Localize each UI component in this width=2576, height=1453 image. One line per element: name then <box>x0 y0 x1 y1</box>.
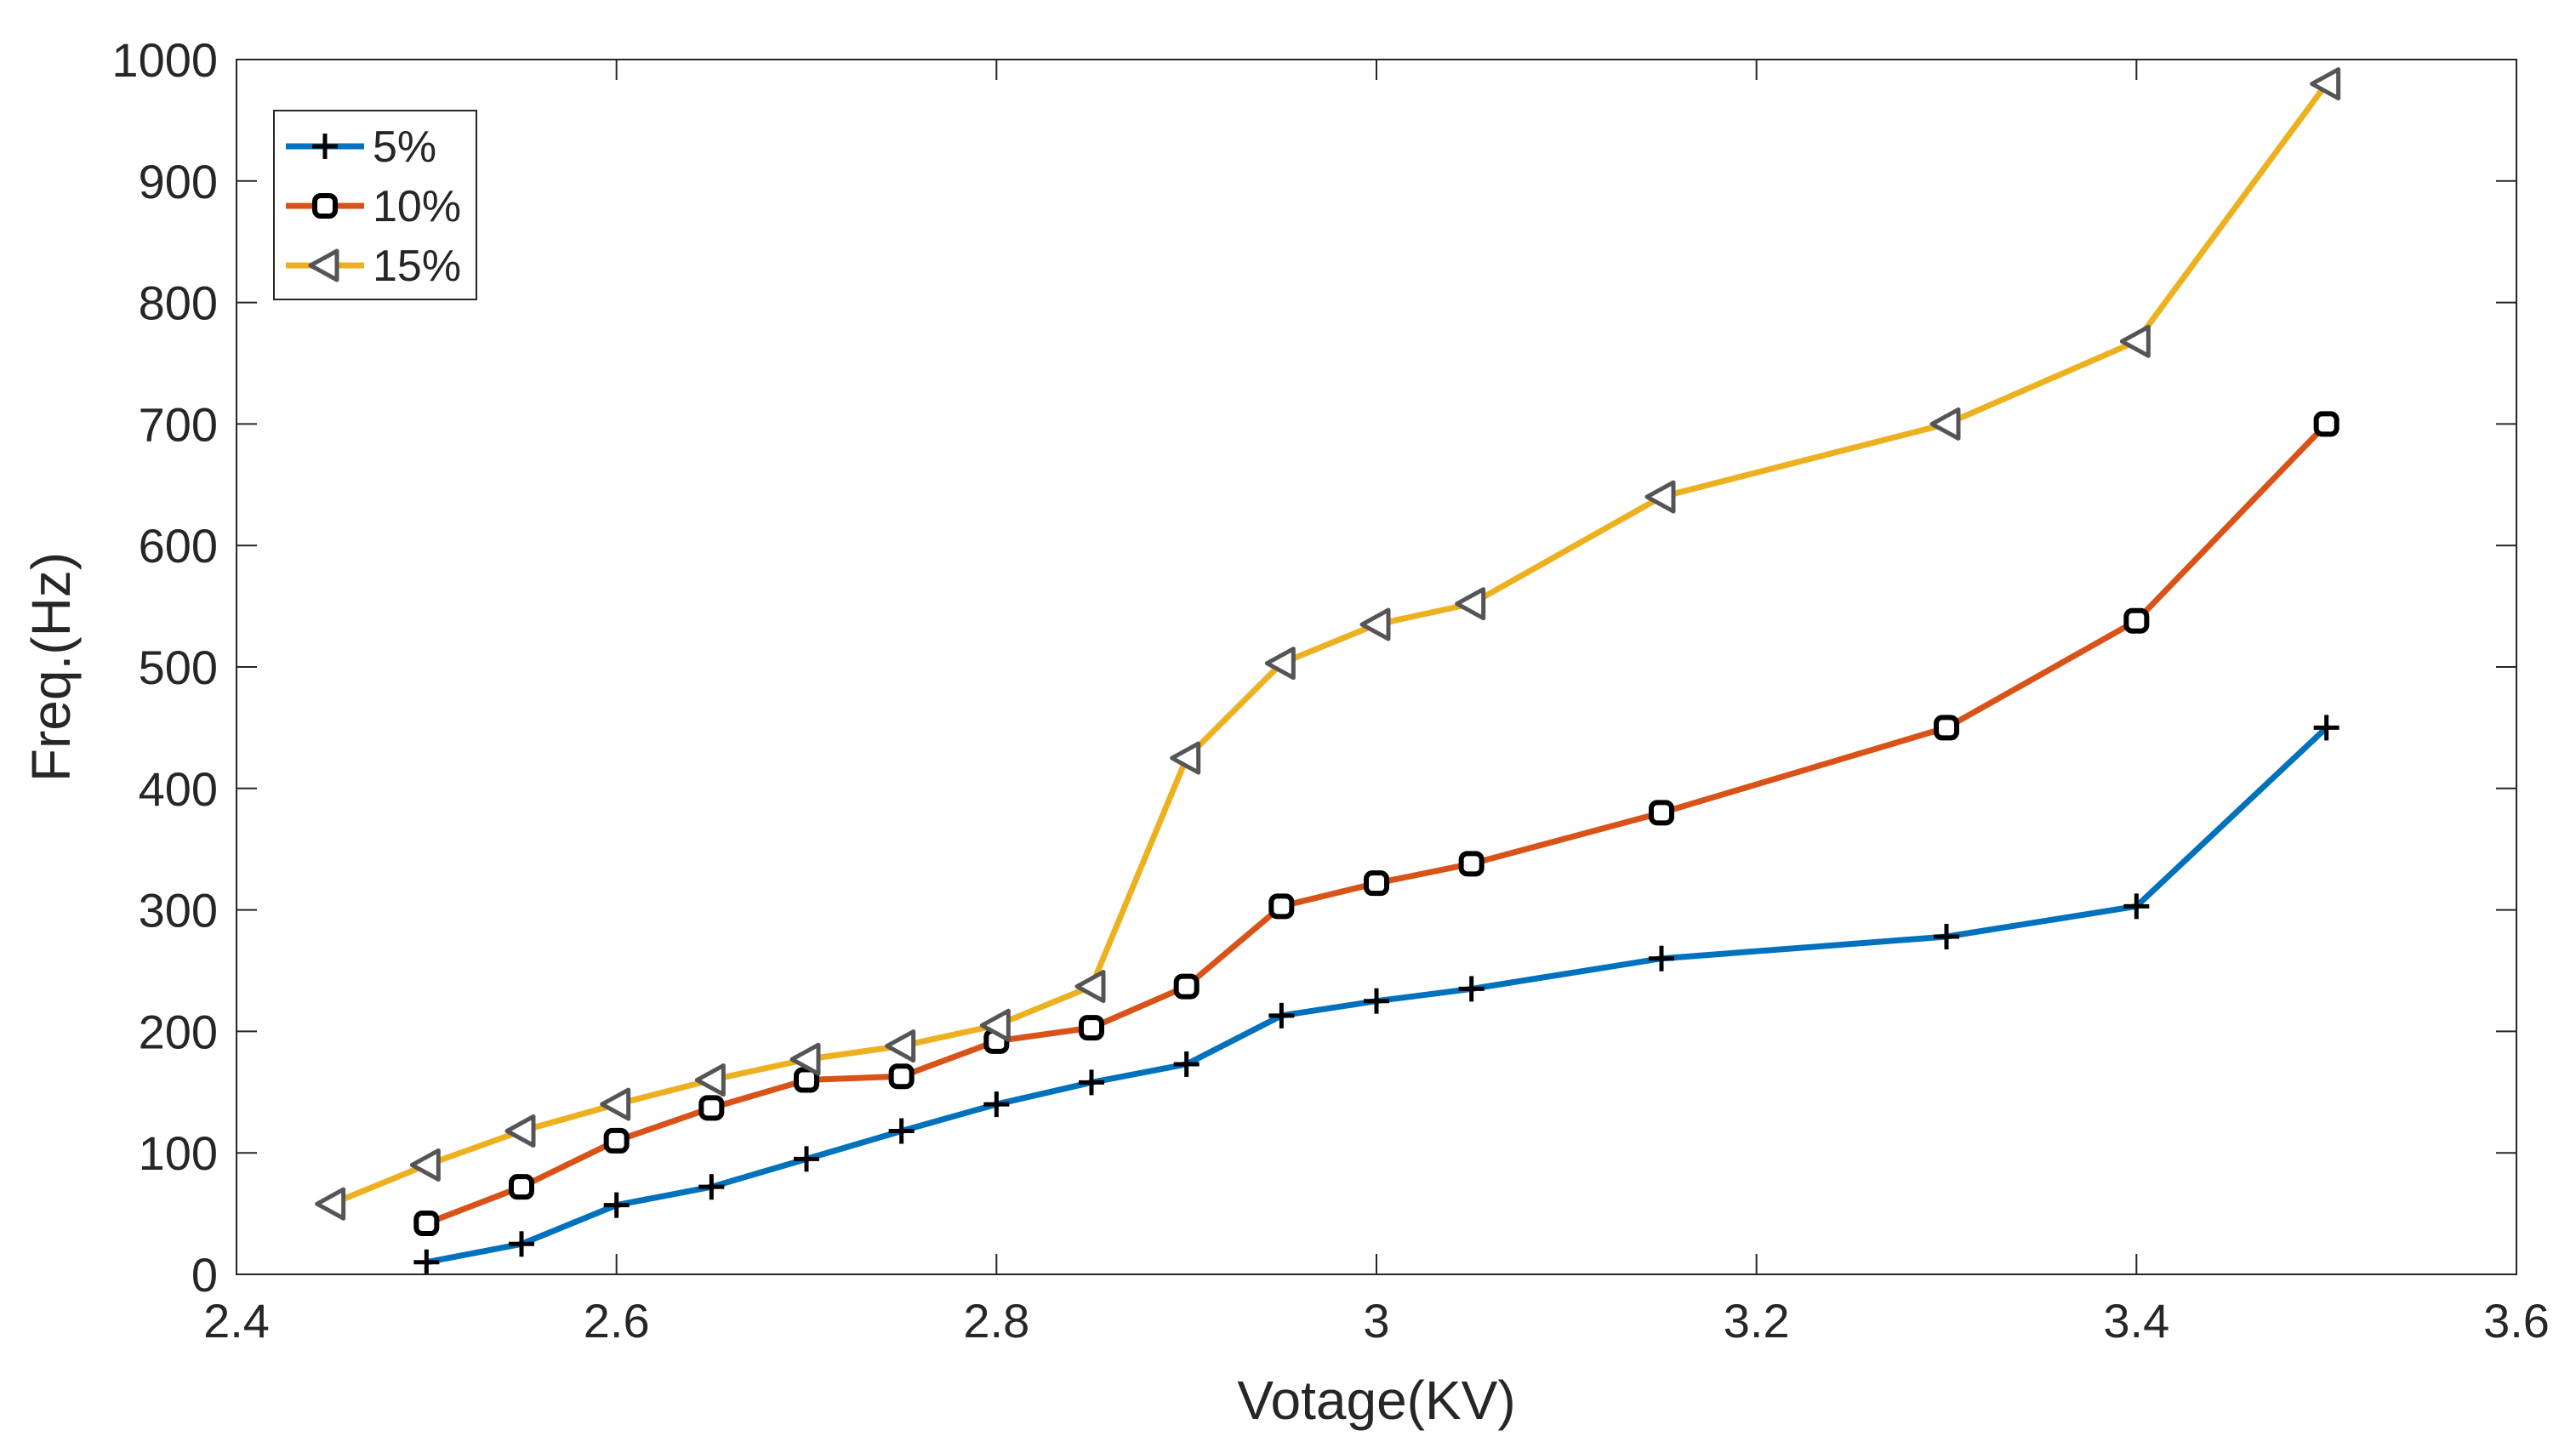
data-point <box>794 1146 819 1172</box>
data-point <box>1458 851 1485 877</box>
y-tick-label: 900 <box>139 155 218 208</box>
legend-marker <box>308 248 339 282</box>
x-tick-label: 2.6 <box>584 1294 650 1348</box>
data-point <box>413 1249 440 1275</box>
legend-label: 5% <box>373 123 436 172</box>
data-point <box>2119 324 2151 358</box>
y-tick-label: 200 <box>139 1005 218 1058</box>
data-point <box>2310 67 2341 101</box>
plot-area <box>237 60 2516 1274</box>
y-tick-label: 1000 <box>111 33 218 87</box>
data-point <box>983 1091 1010 1118</box>
data-point <box>603 1127 630 1154</box>
data-point <box>1649 945 1674 972</box>
y-tick-label: 300 <box>139 884 218 937</box>
data-point <box>1455 587 1486 621</box>
data-point <box>1264 647 1296 681</box>
y-tick-label: 600 <box>139 519 218 573</box>
y-axis-label: Freq.(Hz) <box>20 552 82 782</box>
data-point <box>1364 988 1389 1014</box>
legend-item: 10% <box>286 182 461 231</box>
data-point <box>1359 607 1391 641</box>
data-point <box>509 1231 534 1257</box>
x-tick-label: 2.4 <box>203 1294 270 1348</box>
legend-marker <box>312 134 338 159</box>
data-point <box>698 1095 725 1121</box>
data-point <box>2313 715 2339 741</box>
y-tick-label: 100 <box>139 1126 218 1180</box>
data-point <box>1929 407 1961 441</box>
data-point <box>979 1008 1011 1042</box>
plot-frame <box>236 59 2517 1275</box>
data-point <box>1364 870 1389 897</box>
data-point <box>1649 800 1674 826</box>
x-tick-label: 3.2 <box>1724 1294 1790 1348</box>
y-tick-label: 400 <box>139 762 218 816</box>
data-point <box>509 1174 534 1200</box>
legend-label: 15% <box>373 242 461 291</box>
series-0 <box>413 715 2339 1275</box>
x-axis-label: Votage(KV) <box>1237 1370 1515 1431</box>
data-point <box>789 1042 821 1076</box>
legend: 5% 10% 15% <box>273 110 477 300</box>
y-tick-label: 800 <box>139 276 218 330</box>
data-point <box>1458 976 1485 1002</box>
series-line <box>425 421 2329 1227</box>
data-point <box>1079 1069 1104 1096</box>
data-point <box>315 1187 346 1221</box>
data-point <box>694 1063 726 1097</box>
x-tick-label: 3 <box>1363 1294 1389 1348</box>
x-tick-label: 2.8 <box>963 1294 1029 1348</box>
data-point <box>504 1114 536 1148</box>
data-point <box>698 1174 725 1200</box>
data-point <box>409 1148 441 1182</box>
y-tick-label: 0 <box>191 1248 218 1302</box>
data-point <box>1173 1051 1200 1077</box>
series-1 <box>413 411 2339 1237</box>
data-point <box>2123 893 2150 920</box>
data-point <box>885 1029 916 1063</box>
data-point <box>1268 1002 1295 1028</box>
legend-marker <box>312 193 338 219</box>
legend-item: 15% <box>286 242 461 291</box>
data-point <box>1074 970 1106 1004</box>
data-point <box>1170 741 1201 775</box>
x-tick-label: 3.6 <box>2483 1294 2550 1348</box>
data-point <box>600 1087 631 1121</box>
x-tick-label: 3.4 <box>2103 1294 2169 1348</box>
series-line <box>425 725 2329 1266</box>
data-point <box>888 1063 915 1090</box>
y-tick-label: 700 <box>139 397 218 451</box>
data-point <box>1934 924 1959 950</box>
data-point <box>1644 480 1676 514</box>
data-point <box>794 1067 819 1093</box>
legend-label: 10% <box>373 182 461 231</box>
data-point <box>1268 893 1295 920</box>
series-layer <box>315 67 2341 1275</box>
axis-ticks: 2.4 2.6 2.8 3 3.2 3.4 3.6 0 100 200 300 400 500 600 70… <box>111 33 2550 1348</box>
data-point <box>603 1192 630 1218</box>
y-tick-label: 500 <box>139 641 218 694</box>
data-point <box>1079 1015 1104 1041</box>
data-point <box>413 1211 440 1237</box>
data-point <box>2313 411 2339 437</box>
data-point <box>1173 973 1200 1000</box>
data-point <box>888 1118 915 1144</box>
data-point <box>2123 607 2150 634</box>
data-point <box>1934 715 1959 741</box>
legend-item: 5% <box>286 123 436 172</box>
series-2 <box>315 67 2341 1221</box>
